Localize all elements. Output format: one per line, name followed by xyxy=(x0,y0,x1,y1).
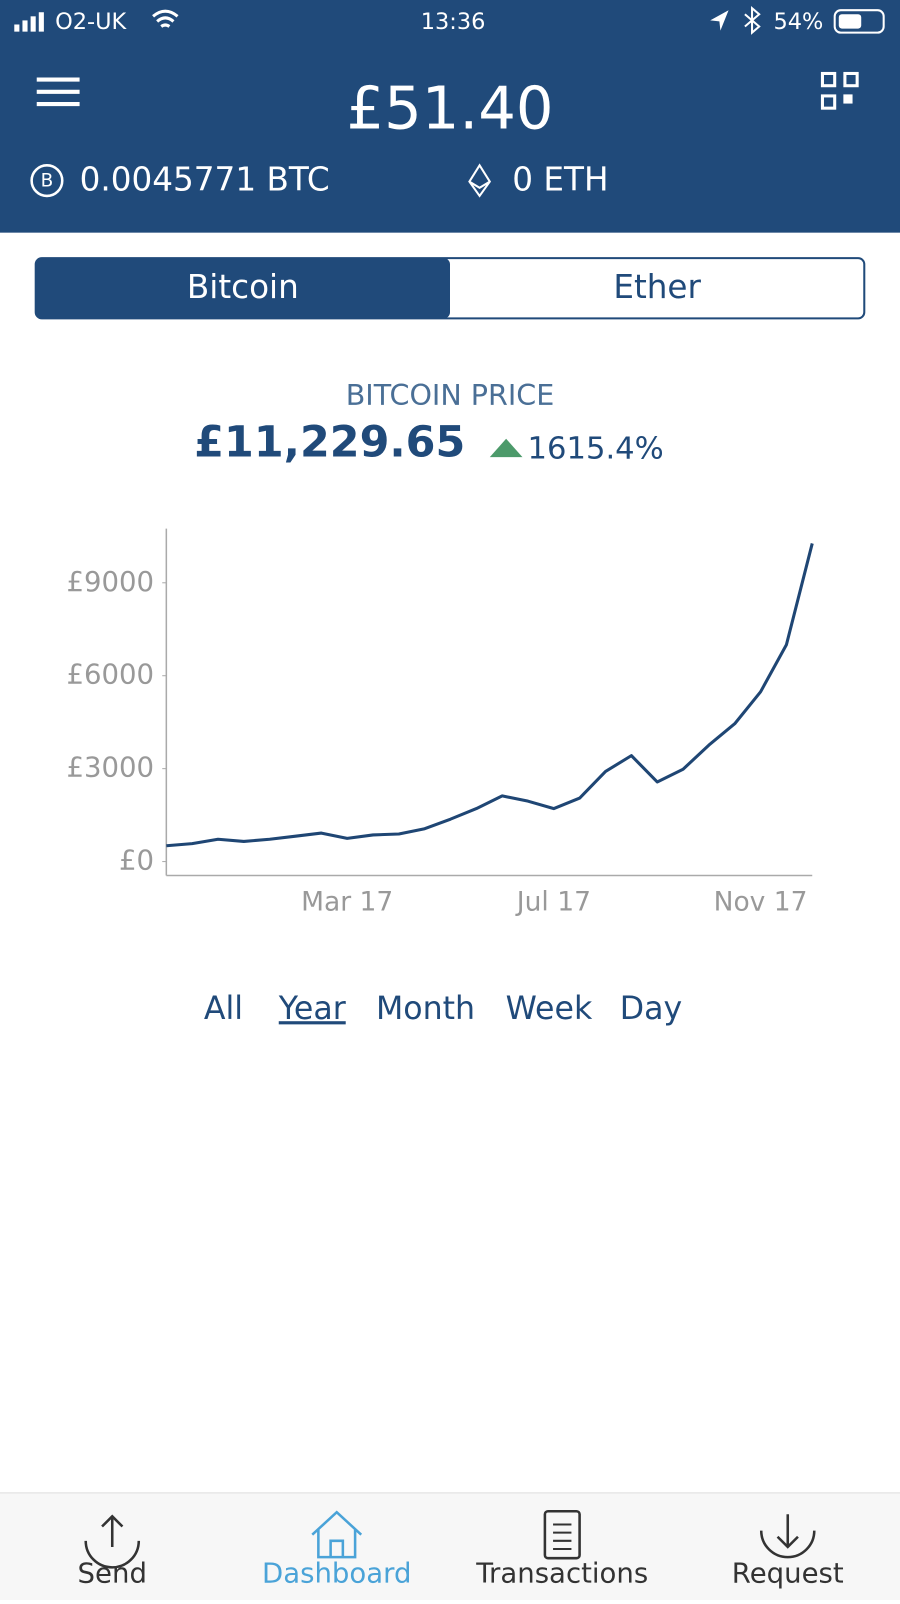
battery-fill xyxy=(838,14,862,29)
clock: 13:36 xyxy=(421,9,486,35)
nav-tab[interactable]: Transactions xyxy=(475,1557,648,1589)
y-tick-label: £6000 xyxy=(66,659,154,691)
request-icon xyxy=(759,1514,816,1559)
x-tick-label: Jul 17 xyxy=(515,887,591,918)
dashboard-icon xyxy=(311,1510,363,1559)
send-icon xyxy=(84,1514,141,1569)
y-tick-label: £0 xyxy=(119,845,154,877)
header-bg xyxy=(0,0,900,233)
signal-icon xyxy=(14,12,44,32)
x-tick-label: Nov 17 xyxy=(714,887,808,918)
btc-balance: 0.0045771 BTC xyxy=(80,161,330,199)
qr-button[interactable] xyxy=(820,71,859,110)
tab[interactable]: Bitcoin xyxy=(187,268,299,306)
tab[interactable]: Ether xyxy=(613,268,701,306)
transactions-lines xyxy=(553,1523,572,1550)
tab-selected-bg xyxy=(35,258,450,319)
battery-label: 54% xyxy=(773,9,823,35)
eth-balance: 0 ETH xyxy=(512,161,608,199)
bluetooth-icon xyxy=(744,5,761,35)
eth-icon xyxy=(468,163,492,198)
nav-bg xyxy=(0,1492,900,1600)
range-button[interactable]: Week xyxy=(506,991,593,1027)
carrier: O2-UK xyxy=(55,9,127,35)
up-arrow xyxy=(489,438,523,458)
price-label: BITCOIN PRICE xyxy=(346,378,555,412)
range-button[interactable]: Day xyxy=(620,991,682,1027)
nav-tab[interactable]: Request xyxy=(732,1557,844,1589)
price-line xyxy=(166,543,814,848)
transactions-icon xyxy=(543,1509,581,1560)
y-tick-label: £9000 xyxy=(66,566,154,598)
price-change: 1615.4% xyxy=(528,432,664,467)
battery-icon xyxy=(833,9,885,34)
wifi-icon xyxy=(152,9,179,28)
range-button[interactable]: All xyxy=(204,991,243,1027)
x-tick-label: Mar 17 xyxy=(301,887,393,918)
menu-button[interactable] xyxy=(36,77,80,107)
balance: £51.40 xyxy=(346,73,553,142)
range-button[interactable]: Month xyxy=(376,991,475,1027)
nav-tab[interactable]: Send xyxy=(78,1557,147,1589)
location-icon xyxy=(710,10,729,31)
range-button[interactable]: Year xyxy=(278,991,346,1027)
y-tick-label: £3000 xyxy=(66,752,154,784)
price-value: £11,229.65 xyxy=(194,417,465,467)
btc-icon xyxy=(30,164,64,198)
btc-symbol: B xyxy=(41,171,54,192)
nav-tab[interactable]: Dashboard xyxy=(262,1557,411,1589)
